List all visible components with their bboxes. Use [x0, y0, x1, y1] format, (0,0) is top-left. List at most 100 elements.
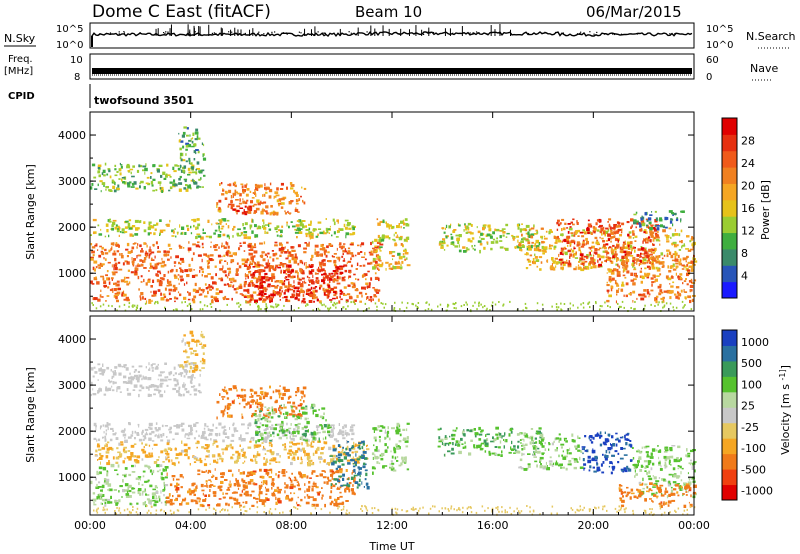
heatmap-cell	[288, 251, 291, 254]
heatmap-cell	[215, 476, 218, 480]
heatmap-cell	[156, 279, 160, 283]
heatmap-cell	[524, 253, 527, 256]
heatmap-cell	[239, 283, 242, 287]
heatmap-cell	[664, 216, 668, 221]
heatmap-cell	[339, 292, 343, 295]
heatmap-cell	[195, 486, 198, 489]
nsearch-dot	[398, 33, 400, 35]
heatmap-cell	[233, 387, 237, 390]
heatmap-cell	[282, 393, 284, 397]
heatmap-cell	[108, 281, 111, 285]
heatmap-cell	[341, 265, 345, 268]
heatmap-cell	[128, 281, 131, 285]
heatmap-cell	[627, 251, 631, 255]
heatmap-cell	[442, 238, 446, 241]
heatmap-cell	[249, 252, 253, 256]
heatmap-cell	[131, 365, 135, 368]
heatmap-cell	[144, 443, 148, 446]
nsearch-dot	[671, 33, 673, 35]
heatmap-cell	[267, 262, 269, 266]
heatmap-cell	[333, 291, 337, 294]
heatmap-cell	[264, 266, 269, 269]
heatmap-cell	[158, 281, 163, 284]
heatmap-cell	[291, 405, 296, 408]
heatmap-cell	[592, 230, 594, 233]
heatmap-cell	[135, 376, 140, 381]
heatmap-cell	[453, 303, 456, 306]
heatmap-cell	[193, 393, 197, 396]
heatmap-cell	[307, 288, 311, 291]
heatmap-cell	[228, 189, 232, 194]
heatmap-cell	[186, 356, 190, 359]
heatmap-cell	[234, 491, 238, 494]
heatmap-cell	[351, 472, 353, 475]
heatmap-cell	[640, 280, 643, 284]
heatmap-cell	[379, 236, 382, 240]
heatmap-cell	[555, 239, 557, 242]
heatmap-cell	[643, 231, 646, 234]
heatmap-cell	[495, 228, 500, 232]
heatmap-cell	[675, 295, 679, 299]
heatmap-cell	[245, 402, 248, 406]
heatmap-cell	[268, 444, 271, 447]
heatmap-cell	[279, 280, 283, 284]
heatmap-cell	[97, 298, 101, 302]
heatmap-cell	[654, 249, 656, 253]
heatmap-cell	[342, 250, 344, 253]
heatmap-cell	[184, 370, 188, 373]
heatmap-cell	[576, 222, 579, 225]
nsearch-tick-top: 10^5	[706, 24, 733, 35]
heatmap-cell	[340, 431, 343, 434]
heatmap-cell	[313, 481, 315, 484]
heatmap-cell	[158, 283, 163, 287]
heatmap-cell	[209, 302, 212, 305]
heatmap-cell	[650, 289, 654, 292]
heatmap-cell	[185, 145, 189, 148]
heatmap-cell	[632, 258, 635, 262]
heatmap-cell	[631, 224, 633, 228]
heatmap-cell	[632, 265, 634, 268]
heatmap-cell	[286, 388, 290, 392]
heatmap-cell	[129, 380, 133, 384]
heatmap-cell	[273, 195, 275, 200]
heatmap-cell	[312, 297, 314, 300]
heatmap-cell	[100, 502, 102, 505]
heatmap-cell	[669, 290, 674, 294]
heatmap-cell	[145, 282, 148, 286]
heatmap-cell	[288, 449, 293, 453]
heatmap-cell	[248, 270, 252, 273]
heatmap-cell	[229, 254, 233, 258]
heatmap-cell	[278, 395, 281, 399]
heatmap-cell	[258, 292, 262, 296]
heatmap-cell	[253, 496, 256, 500]
heatmap-cell	[680, 229, 683, 233]
heatmap-cell	[482, 224, 485, 227]
nsearch-dot	[286, 33, 288, 35]
heatmap-cell	[308, 264, 311, 267]
heatmap-cell	[308, 284, 311, 286]
heatmap-cell	[616, 258, 620, 261]
heatmap-cell	[625, 266, 628, 271]
heatmap-cell	[215, 299, 219, 303]
heatmap-cell	[234, 502, 239, 505]
heatmap-cell	[143, 267, 147, 269]
heatmap-cell	[115, 293, 119, 296]
heatmap-cell	[351, 491, 355, 495]
heatmap-cell	[119, 162, 121, 165]
heatmap-cell	[208, 235, 212, 239]
heatmap-cell	[556, 261, 561, 264]
nsearch-label: N.Search	[746, 30, 796, 43]
heatmap-cell	[179, 372, 184, 375]
heatmap-cell	[114, 174, 118, 177]
heatmap-cell	[506, 232, 510, 235]
heatmap-cell	[655, 255, 658, 259]
heatmap-cell	[653, 227, 656, 230]
heatmap-cell	[318, 269, 321, 273]
heatmap-cell	[192, 366, 196, 370]
heatmap-cell	[263, 429, 267, 431]
heatmap-cell	[274, 291, 276, 294]
heatmap-cell	[566, 259, 568, 262]
heatmap-cell	[320, 263, 322, 265]
heatmap-cell	[464, 224, 466, 229]
heatmap-cell	[604, 233, 607, 237]
